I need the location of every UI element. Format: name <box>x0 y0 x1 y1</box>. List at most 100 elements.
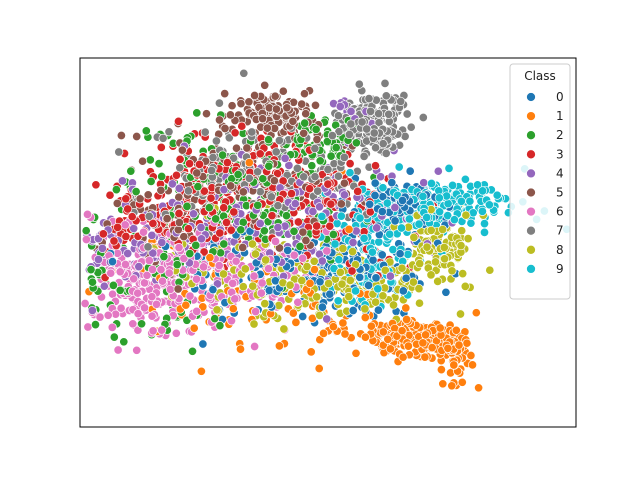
point-class-1 <box>189 323 199 333</box>
point-class-4 <box>188 209 199 219</box>
point-class-4 <box>290 199 300 209</box>
point-class-0 <box>317 302 327 312</box>
point-class-3 <box>353 186 363 196</box>
point-class-8 <box>260 299 270 309</box>
legend-marker-1 <box>526 111 536 121</box>
point-class-5 <box>278 86 288 96</box>
point-class-9 <box>355 213 365 223</box>
point-class-3 <box>127 212 137 222</box>
point-class-0 <box>368 255 378 265</box>
point-class-8 <box>433 276 443 286</box>
point-class-2 <box>331 143 341 153</box>
point-class-7 <box>114 147 124 157</box>
point-class-3 <box>199 186 209 196</box>
point-class-2 <box>351 138 361 148</box>
point-class-8 <box>285 280 295 290</box>
point-class-4 <box>314 202 325 212</box>
point-class-2 <box>115 285 125 295</box>
point-class-1 <box>403 341 413 351</box>
point-class-5 <box>262 123 272 133</box>
point-class-3 <box>185 159 195 169</box>
point-class-7 <box>214 98 224 108</box>
point-class-8 <box>414 284 424 294</box>
point-class-3 <box>113 222 123 232</box>
point-class-2 <box>81 226 91 236</box>
point-class-5 <box>143 190 153 200</box>
point-class-5 <box>310 100 321 110</box>
point-class-3 <box>237 121 247 131</box>
point-class-4 <box>335 101 345 112</box>
point-class-5 <box>132 131 142 142</box>
legend-entries: 0 1 2 3 4 5 6 7 8 9 <box>526 90 564 276</box>
point-class-1 <box>340 329 350 339</box>
point-class-9 <box>418 191 428 201</box>
point-class-9 <box>434 193 444 203</box>
point-class-1 <box>235 344 246 354</box>
point-class-6 <box>103 310 113 320</box>
point-class-6 <box>322 246 332 256</box>
point-class-2 <box>259 226 269 236</box>
point-class-6 <box>142 270 152 280</box>
point-class-3 <box>173 116 184 126</box>
point-class-0 <box>208 285 218 295</box>
point-class-7 <box>310 143 320 154</box>
point-class-1 <box>397 326 407 336</box>
point-class-2 <box>159 252 169 262</box>
point-class-7 <box>224 133 234 143</box>
point-class-2 <box>295 241 305 252</box>
point-class-9 <box>473 180 483 190</box>
point-class-8 <box>279 324 289 334</box>
point-class-0 <box>348 305 358 316</box>
point-class-6 <box>214 261 224 271</box>
point-class-1 <box>435 323 445 333</box>
legend-marker-2 <box>526 130 536 141</box>
point-class-2 <box>233 169 243 180</box>
point-class-2 <box>326 151 336 161</box>
point-class-0 <box>377 207 387 217</box>
point-class-0 <box>325 289 335 299</box>
point-class-1 <box>454 340 464 350</box>
point-class-7 <box>164 127 174 137</box>
point-class-5 <box>260 80 270 90</box>
point-class-5 <box>250 90 260 101</box>
point-class-1 <box>420 352 430 362</box>
point-class-4 <box>134 262 144 272</box>
legend-title: Class <box>524 69 556 83</box>
point-class-8 <box>338 243 348 254</box>
point-class-3 <box>229 207 239 217</box>
point-class-2 <box>126 166 136 176</box>
point-class-7 <box>266 192 276 202</box>
point-class-7 <box>333 111 343 121</box>
point-class-7 <box>339 152 349 162</box>
point-class-9 <box>378 183 388 193</box>
point-class-8 <box>422 242 432 252</box>
point-class-7 <box>273 201 283 211</box>
point-class-6 <box>95 312 105 322</box>
point-class-3 <box>194 159 205 169</box>
point-class-8 <box>309 256 319 266</box>
point-class-6 <box>83 322 93 332</box>
legend-box <box>509 63 571 300</box>
point-class-3 <box>199 247 209 257</box>
point-class-7 <box>406 122 416 132</box>
point-class-6 <box>147 264 158 275</box>
point-class-8 <box>456 241 466 251</box>
legend-marker-4 <box>526 168 536 179</box>
point-class-7 <box>310 172 320 182</box>
point-class-4 <box>157 237 167 248</box>
point-class-0 <box>298 311 308 322</box>
point-class-7 <box>229 153 239 163</box>
point-class-3 <box>255 149 265 159</box>
point-class-3 <box>370 161 381 171</box>
point-class-6 <box>120 220 130 230</box>
legend-marker-7 <box>526 225 536 236</box>
point-class-3 <box>175 154 185 164</box>
point-class-5 <box>225 110 235 120</box>
point-class-4 <box>174 183 184 193</box>
point-class-5 <box>301 109 311 119</box>
point-class-4 <box>273 222 283 233</box>
point-class-6 <box>230 294 240 304</box>
point-class-3 <box>156 142 166 152</box>
point-class-8 <box>345 275 355 285</box>
point-class-2 <box>109 332 119 342</box>
